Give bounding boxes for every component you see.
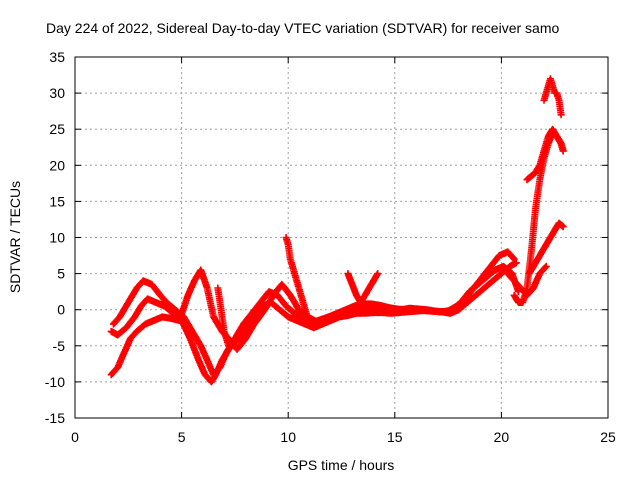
chart-title: Day 224 of 2022, Sidereal Day-to-day VTE…	[46, 20, 559, 36]
x-tick-labels: 0 5 10 15 20 25	[71, 429, 616, 445]
x-tick-label: 5	[178, 429, 186, 445]
plus-markers	[525, 219, 567, 278]
plus-markers	[282, 234, 311, 321]
series-track-8	[523, 125, 567, 184]
y-tick-label: 30	[49, 85, 65, 101]
y-tick-label: 15	[49, 193, 65, 209]
plus-markers	[344, 270, 382, 306]
y-tick-labels: -15 -10 -5 0 5 10 15 20 25 30 35	[45, 49, 65, 426]
plot-frame	[74, 56, 609, 419]
series-track-3	[107, 262, 522, 379]
y-axis-label: SDTVAR / TECUs	[7, 181, 23, 293]
y-tick-label: 20	[49, 157, 65, 173]
series-track-9	[525, 219, 567, 278]
plus-markers	[523, 125, 567, 184]
x-tick-label: 15	[387, 429, 403, 445]
y-tick-label: 10	[49, 230, 65, 246]
x-tick-label: 20	[494, 429, 510, 445]
x-axis-label: GPS time / hours	[288, 457, 395, 473]
y-tick-label: -5	[53, 338, 66, 354]
y-tick-label: 25	[49, 121, 65, 137]
y-tick-label: -10	[45, 374, 65, 390]
plus-markers	[214, 284, 232, 350]
series-track-10	[540, 75, 565, 119]
grid-lines	[75, 57, 608, 418]
plus-markers	[504, 262, 550, 299]
series-track-11	[504, 262, 550, 299]
series-track-5	[344, 270, 382, 306]
series-track-4	[282, 234, 311, 321]
data-series	[107, 75, 567, 386]
y-tick-label: 0	[57, 302, 65, 318]
plus-markers	[107, 262, 522, 379]
plus-markers	[540, 75, 565, 119]
y-tick-label: -15	[45, 410, 65, 426]
y-tick-label: 35	[49, 49, 65, 65]
x-tick-label: 0	[71, 429, 79, 445]
y-tick-label: 5	[57, 266, 65, 282]
x-tick-label: 10	[280, 429, 296, 445]
series-track-6	[214, 284, 232, 350]
x-tick-label: 25	[600, 429, 616, 445]
